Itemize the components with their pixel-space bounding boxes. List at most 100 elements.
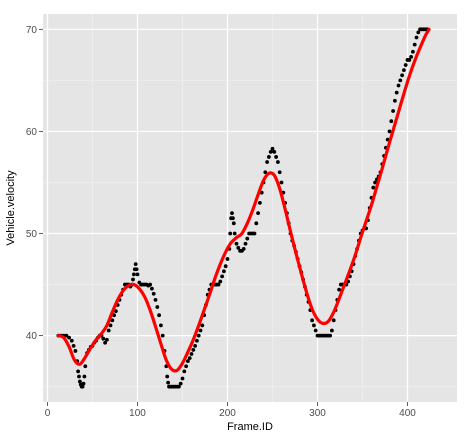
data-point — [272, 149, 277, 154]
data-point — [252, 231, 257, 236]
data-point — [373, 180, 377, 185]
data-point — [73, 349, 78, 353]
data-point — [389, 119, 394, 124]
data-point — [231, 216, 235, 221]
data-point — [412, 42, 417, 47]
x-tick-label: 300 — [309, 408, 326, 419]
data-point — [225, 257, 230, 261]
data-point — [105, 337, 109, 342]
smooth-trend-line — [56, 27, 431, 373]
data-point — [80, 384, 85, 389]
data-point — [402, 68, 406, 73]
data-point — [216, 282, 221, 287]
data-point — [268, 149, 273, 154]
data-point — [276, 160, 280, 164]
data-point — [71, 343, 76, 348]
data-point — [186, 359, 190, 364]
data-point — [254, 221, 259, 226]
data-point — [258, 200, 262, 205]
data-point — [393, 98, 397, 103]
data-point — [220, 274, 225, 279]
data-point — [134, 267, 139, 272]
x-tick-label: 100 — [129, 408, 146, 419]
data-point — [77, 374, 81, 379]
data-point — [230, 211, 234, 216]
y-tick-label: 40 — [26, 331, 38, 342]
data-point — [64, 333, 69, 338]
data-point — [400, 73, 404, 78]
data-point — [310, 318, 314, 323]
data-point — [82, 374, 87, 379]
data-point — [135, 272, 140, 277]
data-point — [180, 376, 185, 381]
data-point — [196, 333, 201, 338]
data-point — [159, 323, 163, 328]
data-point — [187, 356, 192, 360]
data-point — [195, 338, 199, 343]
data-point — [153, 297, 158, 302]
data-point — [274, 155, 278, 159]
data-point — [191, 348, 196, 352]
x-tick-label: 200 — [219, 408, 236, 419]
data-point — [189, 352, 194, 356]
data-point — [103, 340, 107, 345]
data-point — [409, 54, 413, 59]
minor-gridlines — [43, 14, 457, 402]
data-point — [222, 269, 226, 274]
data-point — [83, 364, 88, 369]
data-point — [236, 245, 241, 250]
data-point — [232, 231, 237, 236]
data-point — [223, 264, 228, 269]
data-point — [177, 384, 181, 389]
data-point — [411, 49, 415, 54]
data-point — [200, 323, 205, 328]
data-point — [101, 336, 106, 341]
data-point — [78, 379, 82, 384]
data-point — [391, 109, 395, 113]
data-point — [330, 328, 334, 333]
y-axis-title: Vehicle.velocity — [5, 170, 17, 246]
data-point — [328, 333, 332, 338]
data-point — [155, 305, 160, 309]
data-point — [182, 369, 187, 374]
data-point — [394, 90, 399, 95]
data-point — [184, 364, 189, 369]
data-point — [407, 58, 412, 62]
data-point — [76, 369, 80, 374]
data-point — [398, 78, 403, 83]
data-point — [263, 170, 268, 175]
data-point — [245, 236, 250, 241]
data-point — [131, 277, 135, 282]
data-point — [160, 333, 165, 338]
data-point — [371, 185, 376, 190]
data-point — [150, 286, 154, 291]
data-point — [166, 380, 171, 385]
plot-panel — [43, 14, 457, 402]
data-point — [108, 323, 113, 328]
data-point — [81, 381, 86, 386]
data-point — [277, 170, 282, 175]
data-point — [157, 313, 162, 318]
data-point — [265, 160, 269, 164]
data-point — [256, 211, 260, 216]
data-point — [133, 262, 138, 267]
data-point — [234, 241, 239, 246]
data-point — [337, 287, 341, 292]
data-point — [148, 282, 153, 287]
data-point — [387, 129, 392, 134]
data-point — [67, 335, 71, 340]
y-tick-label: 50 — [26, 229, 38, 240]
data-point — [198, 328, 203, 333]
data-point — [106, 328, 111, 333]
data-point — [312, 323, 316, 328]
x-tick-label: 0 — [45, 408, 51, 419]
data-point — [228, 231, 233, 236]
data-point — [416, 30, 421, 35]
data-point — [132, 272, 136, 277]
y-axis-ticks: 40 50 60 70 — [26, 25, 43, 342]
data-point — [178, 381, 183, 386]
data-point — [69, 338, 74, 343]
data-point — [313, 328, 318, 333]
data-point — [114, 309, 118, 314]
data-point — [165, 374, 170, 379]
